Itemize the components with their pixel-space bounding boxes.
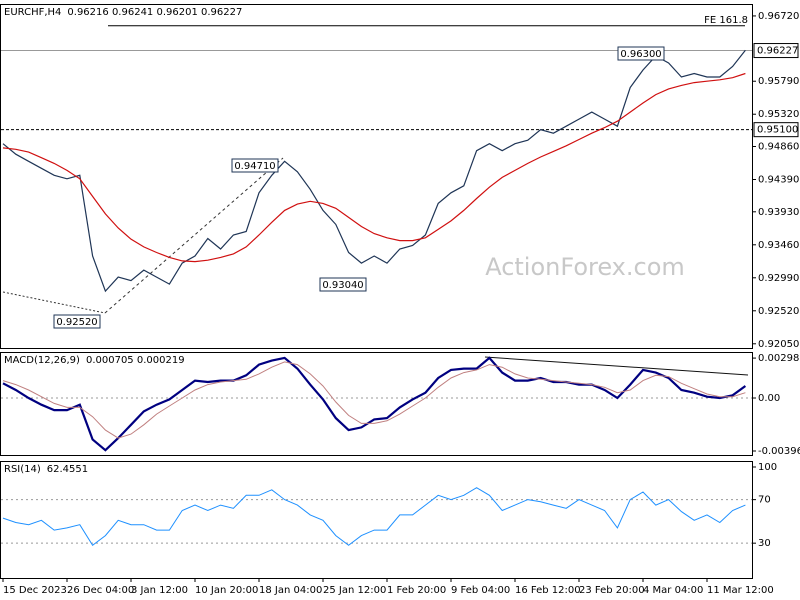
panel-readout: 0.000705 0.000219 [86,355,185,366]
x-tick-label: 4 Mar 04:00 [643,585,703,596]
x-tick-label: 25 Jan 12:00 [323,585,386,596]
x-tick-label: 23 Feb 20:00 [579,585,645,596]
series-line [2,356,747,452]
x-tick-label: 11 Mar 12:00 [707,585,774,596]
y-tick-label: -0.00396 [758,446,800,457]
panel-title: EURCHF,H4 [4,7,61,18]
y-tick-label: 0.95320 [758,109,799,120]
series-line [2,72,746,263]
y-tick-label: 0.00 [758,393,780,404]
fe-label: FE 161.8 [704,15,748,26]
x-tick-label: 18 Jan 04:00 [259,585,322,596]
annotation: 0.93040 [322,280,363,291]
annotation: 0.92520 [56,317,97,328]
annotation: 0.94710 [234,161,275,172]
y-tick-label: 70 [758,495,771,506]
panel-title: MACD(12,26,9) [4,355,80,366]
panel-frame [0,352,753,456]
panel-readout: 0.96216 0.96241 0.96201 0.96227 [67,7,242,18]
x-tick-label: 9 Feb 04:00 [451,585,510,596]
y-tick-label: 0.93460 [758,240,799,251]
x-tick-label: 26 Dec 04:00 [67,585,134,596]
y-tick-label: 100 [758,462,777,473]
y-tick-label: 0.94390 [758,175,799,186]
y-tick-label: 0.92050 [758,339,799,350]
y-tick-label: 0.002985 [758,353,800,364]
watermark: ActionForex.com [485,253,685,281]
y-tick-label: 0.95790 [758,76,799,87]
y-tick-label: 0.96720 [758,11,799,22]
y-tick-label: 0.92520 [758,306,799,317]
price-level-label: 0.95100 [757,125,798,136]
macd-trend-line [484,356,749,376]
panel-frame [0,4,753,349]
series-line [2,49,746,293]
series-line [2,361,746,439]
x-tick-label: 3 Jan 12:00 [131,585,188,596]
panel-frame [0,461,753,579]
y-tick-label: 0.94860 [758,142,799,153]
panel-readout: 62.4551 [47,464,88,475]
x-tick-label: 1 Feb 20:00 [387,585,446,596]
y-tick-label: 30 [758,538,771,549]
x-tick-label: 15 Dec 2023 [3,585,67,596]
annotation-box [231,158,279,173]
x-tick-label: 10 Jan 20:00 [195,585,258,596]
y-tick-label: 0.92990 [758,273,799,284]
annotation-box [53,314,101,329]
annotation: 0.96300 [620,49,661,60]
x-tick-label: 16 Feb 12:00 [515,585,581,596]
price-level-box [753,122,799,138]
price-level-box [753,43,799,59]
trend-line [2,291,106,314]
annotation-box [319,277,367,292]
price-level-label: 0.96227 [757,46,798,57]
y-tick-label: 0.93930 [758,207,799,218]
panel-title: RSI(14) [4,464,41,475]
annotation-box [617,46,665,61]
series-line [2,487,746,547]
